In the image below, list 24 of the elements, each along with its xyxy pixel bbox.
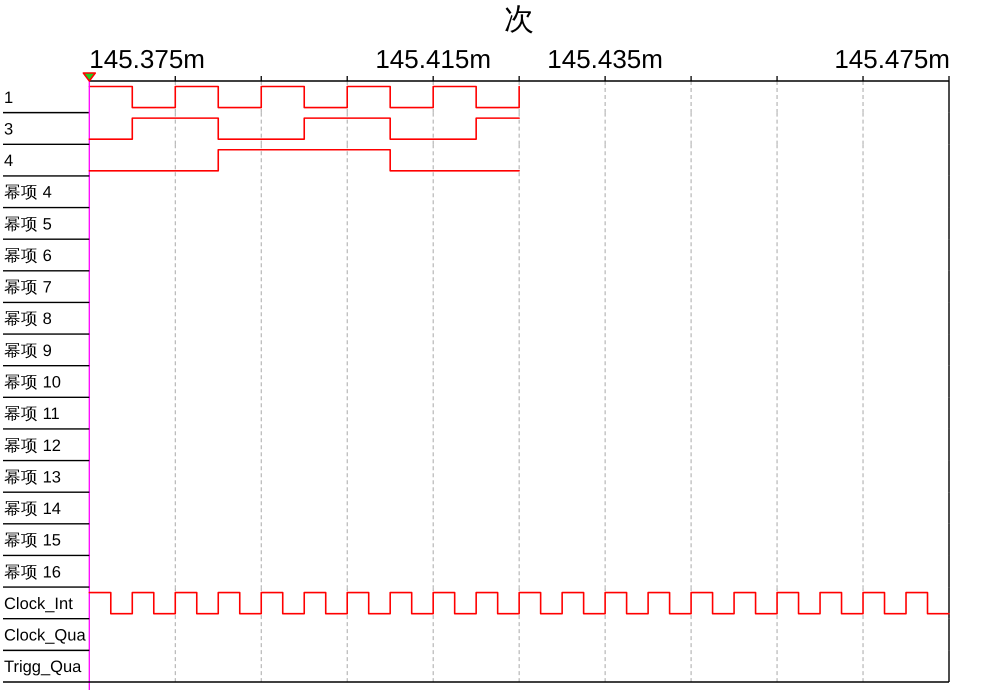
y-axis-title: 1 [4, 88, 14, 107]
text: 幂项 6 [4, 246, 52, 265]
text: 幂项 12 [4, 436, 61, 455]
y-axis-title: 4 [4, 152, 14, 170]
text: 幂项 16 [4, 563, 61, 582]
y-axis-title: 3 [4, 120, 14, 138]
x-tick-label: 145.435m [547, 44, 663, 74]
text: 幂项 14 [4, 500, 61, 518]
text: 幂项 4 [4, 184, 52, 202]
y-axis-title: Clock_Int [4, 594, 74, 613]
text: 幂项 10 [4, 374, 61, 392]
x-tick-label: 145.475m [834, 44, 950, 74]
x-tick-label: 145.375m [89, 44, 205, 74]
text: 幂项 5 [4, 215, 52, 234]
text: Trigg_Qua [4, 658, 82, 676]
text: 幂项 11 [4, 405, 60, 424]
text: Clock_Qua [4, 626, 86, 645]
text: 幂项 7 [4, 278, 52, 297]
text: 幂项 13 [4, 468, 61, 486]
text: 幂项 9 [4, 342, 52, 360]
text: 幂项 15 [4, 532, 61, 550]
x-tick-label: 145.415m [375, 44, 492, 74]
chart-title: 次 [504, 3, 534, 36]
text: 幂项 8 [4, 310, 52, 328]
